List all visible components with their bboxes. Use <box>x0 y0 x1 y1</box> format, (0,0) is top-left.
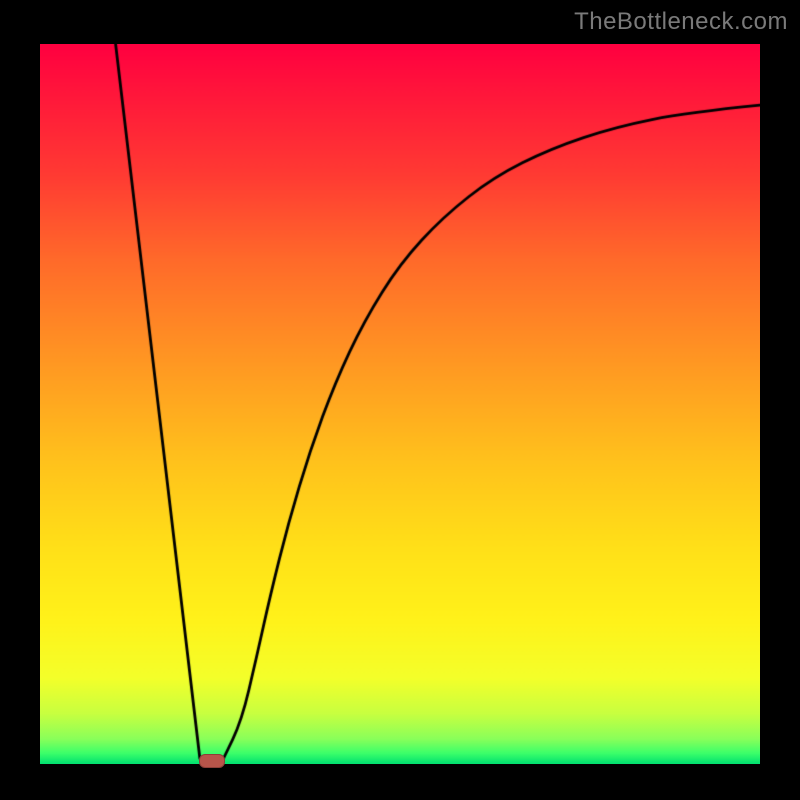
watermark-text: TheBottleneck.com <box>574 8 788 36</box>
plot-frame <box>40 44 760 764</box>
page-root: TheBottleneck.com <box>0 0 800 800</box>
plot-canvas <box>40 44 760 764</box>
